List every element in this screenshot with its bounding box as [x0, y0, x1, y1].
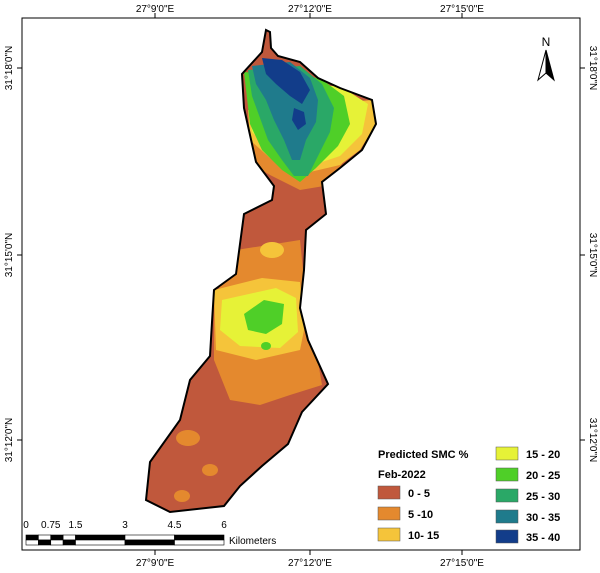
legend-label: 0 - 5 [408, 488, 430, 500]
coord-right-3: 31°12'0"N [587, 418, 598, 463]
legend-swatch [495, 467, 519, 482]
scale-bar-segment [62, 539, 76, 546]
smc-zone-10-15 [260, 242, 284, 258]
smc-zone-35-40 [292, 108, 306, 130]
coord-bottom-1: 27°9'0"E [136, 558, 175, 569]
scale-tick-label: 3 [122, 520, 128, 531]
coord-right-2: 31°15'0"N [587, 233, 598, 278]
legend-label: 20 - 25 [526, 470, 560, 482]
smc-zone-5-10 [174, 490, 190, 502]
legend-title: Predicted SMC % [378, 449, 469, 461]
frame-ticks [17, 13, 585, 555]
scale-bar-segment [62, 534, 76, 541]
scale-bar-segment [38, 539, 52, 546]
coord-bottom-2: 27°12'0"E [288, 558, 332, 569]
north-label: N [542, 35, 551, 49]
coord-left-2: 31°15'0"N [4, 233, 15, 278]
scale-tick-label: 6 [221, 520, 227, 531]
scale-bar-segment [25, 539, 39, 546]
legend-label: 15 - 20 [526, 449, 560, 461]
coord-top-3: 27°15'0"E [440, 4, 484, 15]
coord-bottom-3: 27°15'0"E [440, 558, 484, 569]
scale-bar-segment [124, 534, 175, 541]
scale-bar-segment [174, 534, 225, 541]
smc-zone-35-40 [262, 58, 310, 104]
legend-swatch [495, 509, 519, 524]
north-arrow-icon [545, 49, 555, 82]
smc-zone-20-25 [261, 342, 271, 350]
smc-zone-20-25 [244, 300, 284, 334]
legend-swatch [377, 506, 401, 521]
legend-swatch [495, 446, 519, 461]
legend: Predicted SMC % Feb-2022 0 - 5 5 -10 10- 1… [377, 446, 560, 544]
legend-subtitle: Feb-2022 [378, 469, 426, 481]
scale-bar-segment [50, 534, 64, 541]
coord-top-1: 27°9'0"E [136, 4, 175, 15]
scale-bar: 0 0.75 1.5 3 4.5 6 Kilometers [23, 520, 276, 547]
legend-label: 25 - 30 [526, 491, 560, 503]
scale-bar-segment [38, 534, 52, 541]
scale-bar-segment [75, 539, 126, 546]
legend-swatch [377, 527, 401, 542]
legend-swatch [377, 485, 401, 500]
smc-zone-5-10 [202, 464, 218, 476]
north-arrow: N [537, 35, 555, 82]
scale-tick-label: 1.5 [69, 520, 83, 531]
legend-label: 10- 15 [408, 530, 439, 542]
coord-right-1: 31°18'0"N [587, 46, 598, 91]
legend-label: 30 - 35 [526, 512, 560, 524]
scale-bar-segment [50, 539, 64, 546]
legend-label: 35 - 40 [526, 532, 560, 544]
scale-bar-segment [75, 534, 126, 541]
legend-label: 5 -10 [408, 509, 433, 521]
smc-zone-5-10 [176, 430, 200, 446]
legend-swatch [495, 488, 519, 503]
scale-tick-label: 0 [23, 520, 29, 531]
coord-top-2: 27°12'0"E [288, 4, 332, 15]
scale-tick-label: 0.75 [41, 520, 61, 531]
scale-bar-segment [25, 534, 39, 541]
scale-bar-segment [174, 539, 225, 546]
scale-bar-segment [124, 539, 175, 546]
coord-left-3: 31°12'0"N [4, 418, 15, 463]
legend-swatch [495, 529, 519, 544]
coord-left-1: 31°18'0"N [4, 46, 15, 91]
scale-unit: Kilometers [229, 536, 276, 547]
scale-tick-label: 4.5 [168, 520, 182, 531]
